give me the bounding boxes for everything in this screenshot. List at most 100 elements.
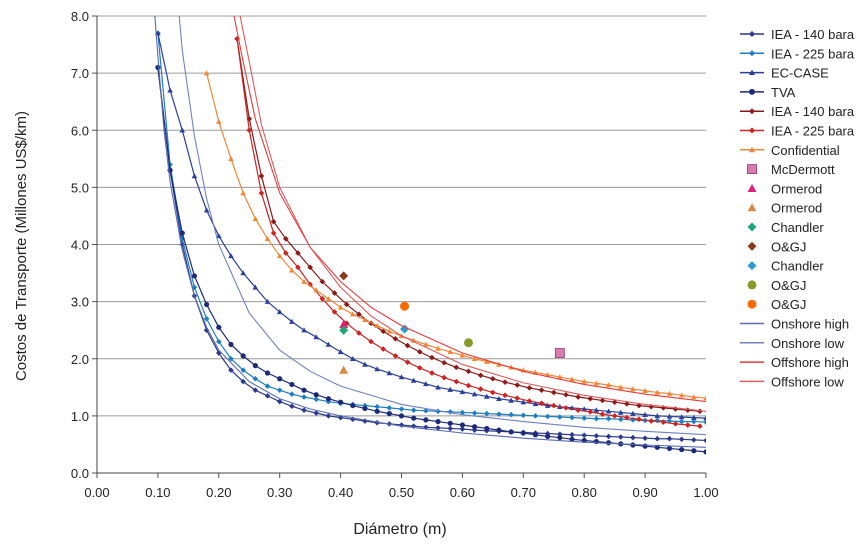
data-point (666, 445, 673, 452)
legend-item: IEA - 140 bara (740, 27, 855, 42)
y-tick-label: 5.0 (71, 180, 89, 195)
legend-item: O&GJ (747, 278, 806, 293)
data-point (368, 338, 374, 345)
data-point (313, 396, 320, 403)
data-point (277, 376, 283, 382)
data-point (270, 218, 277, 225)
data-point (349, 311, 356, 317)
data-point (228, 367, 234, 373)
legend-item: McDermott (747, 162, 835, 177)
data-point (301, 278, 307, 284)
data-point (386, 370, 393, 376)
data-point (581, 415, 587, 421)
data-point (398, 422, 405, 428)
data-point (282, 235, 289, 242)
data-point (203, 207, 210, 213)
series-3 (155, 64, 706, 455)
data-point (666, 413, 673, 419)
series-layer (154, 16, 706, 455)
data-point (642, 387, 648, 393)
data-point (398, 374, 405, 380)
legend-marker (747, 183, 757, 192)
data-point (471, 424, 478, 430)
legend-label: O&GJ (771, 239, 806, 254)
data-point (532, 432, 539, 438)
legend-item: Onshore high (740, 317, 849, 332)
data-point (484, 425, 490, 432)
data-point (630, 434, 636, 441)
data-point (532, 401, 539, 407)
data-point (642, 435, 648, 441)
data-point (423, 381, 429, 387)
data-point (179, 230, 185, 236)
data-point (490, 389, 496, 396)
data-point (471, 410, 478, 416)
data-point (325, 341, 332, 347)
data-point (167, 87, 173, 93)
series-4 (234, 36, 703, 415)
data-point (617, 384, 624, 390)
series-line (157, 33, 706, 423)
series-line (236, 38, 700, 427)
legend-item: IEA - 140 bara (740, 104, 855, 119)
x-tick-label: 0.70 (511, 485, 536, 500)
data-point (203, 327, 210, 333)
legend-item: O&GJ (747, 239, 806, 254)
x-tick-label: 0.30 (267, 485, 292, 500)
data-point (435, 384, 441, 390)
data-point (569, 436, 575, 442)
data-point (276, 253, 283, 259)
legend-label: Offshore low (771, 374, 844, 389)
legend-marker (749, 69, 755, 75)
data-point (459, 389, 466, 395)
data-point (483, 410, 490, 417)
data-point (630, 410, 636, 416)
data-point (471, 355, 478, 361)
data-point (400, 324, 410, 334)
data-point (678, 392, 685, 398)
data-point (496, 395, 502, 401)
data-point (270, 230, 277, 236)
series-line (239, 16, 706, 412)
data-point (337, 304, 344, 310)
data-point (386, 405, 393, 411)
data-point (557, 374, 563, 380)
data-point (691, 394, 697, 400)
data-point (410, 407, 417, 413)
series-line (157, 67, 706, 442)
data-point (569, 376, 575, 382)
y-tick-label: 0.0 (71, 466, 89, 481)
data-point (264, 298, 271, 304)
data-point (216, 338, 222, 345)
y-tick-label: 3.0 (71, 295, 89, 310)
data-point (691, 448, 697, 454)
series-1 (155, 30, 706, 425)
data-point (550, 402, 557, 409)
data-point (703, 449, 706, 455)
y-tick-label: 4.0 (71, 238, 89, 253)
data-point (240, 270, 246, 276)
legend-marker (747, 203, 757, 212)
axes: 0.0 1.0 2.0 3.0 4.0 5.0 6.0 7.0 8.0 0.00 0.10 0.20 0… (71, 9, 719, 500)
data-point (441, 374, 447, 381)
data-point (459, 352, 466, 358)
legend-item: Ormerod (747, 201, 822, 216)
data-point (545, 433, 551, 440)
data-point (362, 317, 368, 323)
data-point (264, 383, 271, 389)
series-0 (155, 64, 706, 444)
data-point (374, 322, 380, 328)
data-point (258, 190, 265, 196)
legend: IEA - 140 bara IEA - 225 bara EC-CASE TVA IE… (740, 27, 855, 389)
data-point (599, 397, 606, 404)
data-point (666, 418, 673, 424)
data-point (508, 397, 514, 403)
legend-marker (749, 146, 755, 153)
data-point (350, 402, 356, 409)
x-axis-label: Diámetro (m) (353, 521, 446, 538)
data-point (660, 405, 667, 411)
data-point (191, 173, 198, 179)
data-point (252, 284, 259, 290)
data-point (624, 401, 630, 407)
data-point (502, 392, 508, 399)
